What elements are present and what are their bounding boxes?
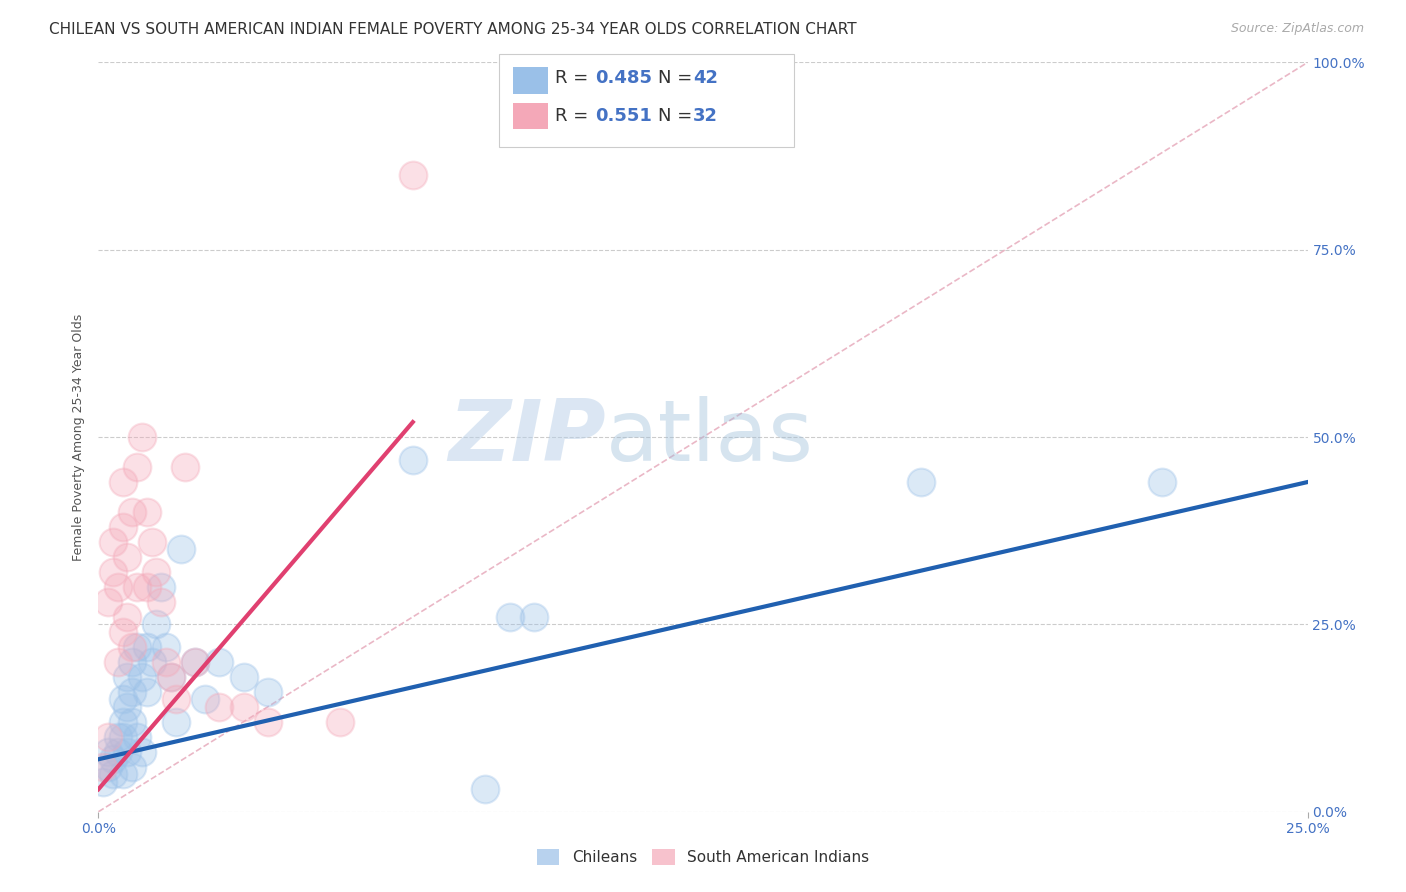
Point (1152, 475, 1174, 489)
Point (111, 730, 134, 744)
Point (107, 745, 129, 759)
Point (131, 670, 153, 684)
Point (101, 535, 124, 549)
Point (165, 714, 187, 729)
Point (111, 624, 134, 639)
Text: 42: 42 (693, 70, 718, 87)
Point (127, 730, 149, 744)
Point (165, 692, 187, 706)
Text: CHILEAN VS SOUTH AMERICAN INDIAN FEMALE POVERTY AMONG 25-34 YEAR OLDS CORRELATIO: CHILEAN VS SOUTH AMERICAN INDIAN FEMALE … (49, 22, 856, 37)
Point (155, 640, 177, 654)
Point (160, 670, 183, 684)
Point (117, 699, 139, 714)
Text: atlas: atlas (606, 395, 814, 479)
Point (194, 692, 217, 706)
Point (117, 610, 139, 624)
Text: ZIP: ZIP (449, 395, 606, 479)
Point (155, 655, 177, 669)
Point (111, 714, 134, 729)
Point (121, 760, 143, 774)
Point (127, 460, 149, 475)
Point (107, 580, 129, 594)
Point (131, 745, 153, 759)
Point (101, 565, 124, 579)
Point (256, 685, 278, 699)
Point (117, 549, 139, 564)
Text: R =: R = (555, 70, 595, 87)
Point (91, 774, 114, 789)
Text: R =: R = (555, 107, 595, 125)
Point (131, 430, 153, 444)
Point (208, 699, 231, 714)
Point (232, 670, 254, 684)
Point (111, 475, 134, 489)
Point (232, 699, 254, 714)
Point (208, 655, 231, 669)
Point (145, 565, 167, 579)
Point (141, 655, 163, 669)
Point (498, 610, 520, 624)
Point (111, 692, 134, 706)
Point (141, 535, 163, 549)
Point (174, 460, 197, 475)
Point (160, 670, 183, 684)
Point (97, 745, 120, 759)
Point (101, 752, 124, 766)
Point (117, 670, 139, 684)
Text: N =: N = (658, 107, 697, 125)
Point (111, 520, 134, 534)
Text: N =: N = (658, 70, 697, 87)
Point (107, 730, 129, 744)
Point (121, 685, 143, 699)
Point (474, 782, 496, 797)
Point (135, 505, 157, 519)
Point (127, 640, 149, 654)
Point (101, 767, 124, 781)
Point (135, 580, 157, 594)
Point (184, 655, 207, 669)
Point (121, 640, 143, 654)
Point (150, 580, 173, 594)
Text: 0.485: 0.485 (595, 70, 652, 87)
Point (135, 685, 157, 699)
Point (91, 760, 114, 774)
Point (910, 475, 932, 489)
Text: 0.551: 0.551 (595, 107, 651, 125)
Point (150, 595, 173, 609)
Point (523, 610, 546, 624)
Point (329, 714, 352, 729)
Point (97, 730, 120, 744)
Point (145, 617, 167, 632)
Point (169, 542, 191, 557)
Text: 32: 32 (693, 107, 718, 125)
Point (121, 505, 143, 519)
Point (402, 168, 425, 182)
Point (117, 745, 139, 759)
Point (184, 655, 207, 669)
Y-axis label: Female Poverty Among 25-34 Year Olds: Female Poverty Among 25-34 Year Olds (72, 313, 86, 561)
Point (97, 595, 120, 609)
Point (256, 714, 278, 729)
Point (121, 714, 143, 729)
Point (111, 767, 134, 781)
Point (402, 452, 425, 467)
Text: Source: ZipAtlas.com: Source: ZipAtlas.com (1230, 22, 1364, 36)
Point (121, 655, 143, 669)
Point (127, 580, 149, 594)
Point (107, 655, 129, 669)
Point (135, 640, 157, 654)
Legend: Chileans, South American Indians: Chileans, South American Indians (530, 843, 876, 871)
Point (97, 760, 120, 774)
